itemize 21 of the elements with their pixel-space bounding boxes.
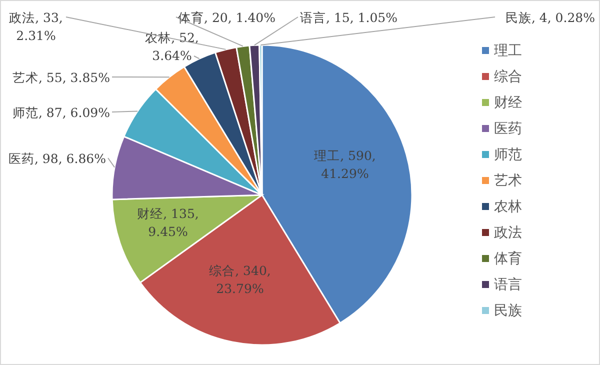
data-label: 财经, 135, 9.45%: [137, 206, 199, 239]
data-label: 政法, 33, 2.31%: [9, 10, 63, 43]
legend-label: 体育: [494, 250, 522, 267]
legend-label: 语言: [494, 277, 522, 293]
data-label: 艺术, 55, 3.85%: [12, 70, 110, 85]
legend-label: 艺术: [494, 173, 522, 189]
data-label: 理工, 590, 41.29%: [314, 148, 376, 181]
legend-label: 师范: [494, 147, 522, 163]
data-label: 师范, 87, 6.09%: [12, 105, 110, 120]
data-label: 民族, 4, 0.28%: [505, 10, 596, 25]
data-label: 医药, 98, 6.86%: [8, 151, 106, 166]
legend-label: 综合: [494, 69, 522, 85]
legend-label: 财经: [494, 95, 522, 111]
legend-label: 医药: [494, 121, 522, 137]
data-label: 语言, 15, 1.05%: [300, 10, 398, 25]
data-label: 综合, 340, 23.79%: [209, 263, 271, 296]
data-label: 体育, 20, 1.40%: [178, 10, 276, 25]
legend-label: 理工: [494, 43, 522, 59]
legend-label: 民族: [494, 303, 522, 319]
legend-label: 政法: [494, 225, 522, 241]
legend-label: 农林: [494, 199, 522, 215]
